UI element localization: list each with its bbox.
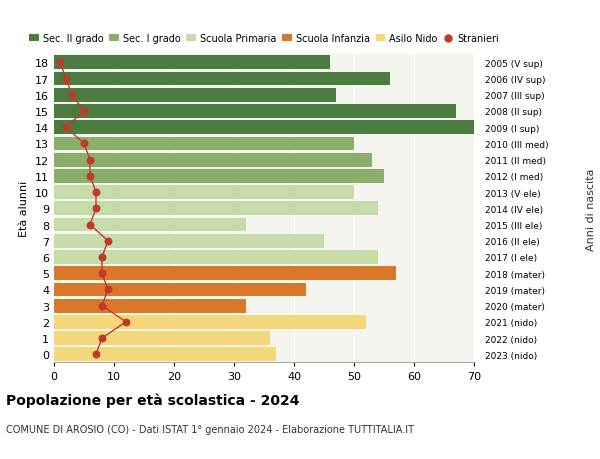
Bar [54, 347, 276, 361]
Point [79, 108, 89, 115]
Point [61, 76, 71, 83]
Bar [54, 331, 270, 345]
Text: Popolazione per età scolastica - 2024: Popolazione per età scolastica - 2024 [6, 392, 299, 407]
Point [97, 254, 107, 261]
Point [55, 60, 65, 67]
Bar [54, 169, 384, 183]
Legend: Sec. II grado, Sec. I grado, Scuola Primaria, Scuola Infanzia, Asilo Nido, Stran: Sec. II grado, Sec. I grado, Scuola Prim… [29, 34, 499, 44]
Bar [54, 56, 330, 70]
Bar [54, 105, 456, 118]
Bar [54, 73, 390, 86]
Bar [54, 137, 354, 151]
Point [91, 205, 101, 213]
Point [97, 302, 107, 310]
Bar [54, 153, 372, 167]
Point [103, 238, 113, 245]
Bar [54, 283, 306, 297]
Point [85, 221, 95, 229]
Y-axis label: Età alunni: Età alunni [19, 181, 29, 237]
Bar [54, 235, 324, 248]
Bar [54, 299, 246, 313]
Bar [54, 121, 474, 135]
Point [97, 270, 107, 277]
Point [61, 124, 71, 132]
Bar [54, 218, 246, 232]
Text: Anni di nascita: Anni di nascita [586, 168, 596, 250]
Point [85, 157, 95, 164]
Point [121, 319, 131, 326]
Point [97, 335, 107, 342]
Text: COMUNE DI AROSIO (CO) - Dati ISTAT 1° gennaio 2024 - Elaborazione TUTTITALIA.IT: COMUNE DI AROSIO (CO) - Dati ISTAT 1° ge… [6, 425, 414, 435]
Bar [54, 89, 336, 102]
Bar [54, 315, 366, 329]
Point [79, 140, 89, 148]
Bar [54, 267, 396, 280]
Point [91, 351, 101, 358]
Point [85, 173, 95, 180]
Point [91, 189, 101, 196]
Bar [54, 186, 354, 200]
Point [103, 286, 113, 293]
Point [67, 92, 77, 99]
Bar [54, 202, 378, 216]
Bar [54, 251, 378, 264]
